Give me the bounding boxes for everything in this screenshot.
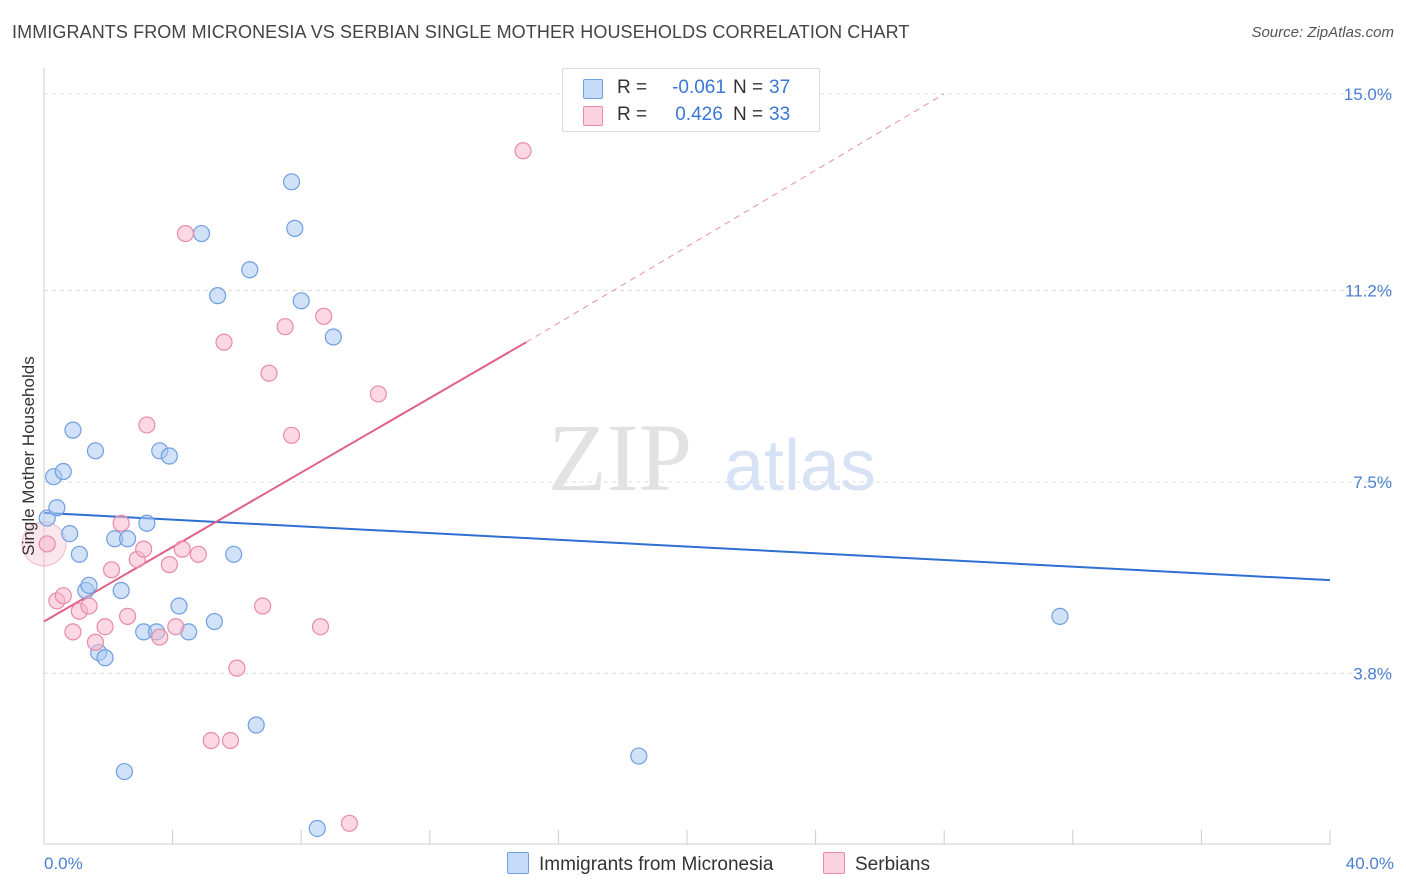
point-serbian — [369, 385, 387, 403]
legend-label-micronesia: Immigrants from Micronesia — [539, 854, 774, 875]
point-micronesia — [308, 819, 326, 838]
point-micronesia — [241, 261, 259, 279]
point-micronesia — [112, 581, 130, 600]
point-serbian — [102, 561, 121, 579]
point-micronesia — [282, 173, 301, 191]
point-serbian — [254, 597, 272, 615]
point-serbian — [96, 618, 114, 636]
legend-r-label: R = — [617, 104, 648, 125]
point-serbian — [282, 426, 301, 444]
point-serbian — [86, 633, 105, 651]
legend-n-value: 33 — [769, 104, 791, 125]
y-axis-label: Single Mother Households — [19, 356, 38, 555]
source-label: Source: ZipAtlas.com — [1251, 24, 1394, 41]
axes — [43, 68, 1331, 845]
point-micronesia — [115, 762, 133, 781]
point-micronesia — [1051, 607, 1069, 625]
grid-lines — [44, 93, 1392, 674]
point-micronesia — [630, 747, 648, 765]
point-micronesia — [48, 499, 66, 517]
point-serbian — [202, 731, 220, 750]
point-serbian — [118, 607, 137, 625]
legend-swatch-pink — [583, 106, 603, 126]
x-tick-label: 40.0% — [1346, 854, 1394, 873]
trend-lines — [43, 93, 1331, 623]
legend-label-serbians: Serbians — [855, 854, 930, 875]
point-micronesia — [64, 421, 82, 439]
point-micronesia — [80, 576, 98, 594]
legend-item-serbians: Serbians — [823, 852, 930, 876]
point-serbian — [189, 545, 207, 563]
point-micronesia — [209, 287, 227, 305]
y-tick-label: 11.2% — [1345, 281, 1392, 300]
point-micronesia — [205, 612, 223, 631]
point-serbian — [64, 623, 82, 641]
legend-swatch-pink — [823, 852, 845, 874]
point-micronesia — [247, 716, 265, 734]
point-micronesia — [61, 524, 79, 543]
watermark-zip: ZIP — [548, 404, 692, 511]
legend-r-value: 0.426 — [675, 104, 723, 125]
point-micronesia — [292, 292, 310, 310]
point-serbian — [276, 318, 294, 336]
trend-line-serbians — [43, 341, 527, 623]
point-micronesia — [170, 597, 188, 615]
point-serbian — [221, 731, 240, 750]
legend-n-value: 37 — [769, 77, 791, 98]
legend-n-label: N = — [733, 77, 764, 98]
point-serbian — [38, 535, 56, 553]
point-serbian — [315, 307, 333, 325]
point-serbian — [138, 416, 156, 434]
point-micronesia — [324, 328, 342, 346]
x-tick-label: 0.0% — [44, 854, 83, 873]
chart-title: IMMIGRANTS FROM MICRONESIA VS SERBIAN SI… — [12, 22, 910, 42]
point-serbian — [215, 333, 233, 351]
trend-line-serbians-extrapolated — [525, 93, 945, 343]
point-serbian — [151, 628, 169, 646]
point-micronesia — [192, 224, 211, 243]
watermark: ZIP atlas — [548, 404, 876, 511]
legend-swatch-blue — [507, 852, 529, 874]
point-serbian — [176, 224, 195, 243]
correlation-legend: R = -0.061 N = 37 R = 0.426 N = 33 — [562, 68, 820, 132]
legend-swatch-blue — [583, 79, 603, 99]
point-serbian — [173, 540, 191, 558]
point-micronesia — [70, 545, 88, 563]
point-serbian — [80, 597, 98, 615]
point-serbian — [54, 587, 72, 605]
y-tick-label: 15.0% — [1344, 85, 1392, 104]
point-serbian — [340, 814, 359, 832]
y-tick-label: 3.8% — [1353, 664, 1392, 683]
point-micronesia — [96, 649, 114, 667]
point-serbian — [260, 364, 278, 382]
point-micronesia — [54, 462, 72, 481]
legend-item-micronesia: Immigrants from Micronesia — [507, 852, 773, 876]
point-serbian — [160, 556, 178, 574]
point-serbian — [311, 618, 330, 636]
data-points — [21, 142, 1069, 838]
legend-r-value: -0.061 — [672, 77, 726, 98]
point-serbian — [135, 540, 153, 558]
point-micronesia — [160, 447, 178, 465]
point-serbian — [228, 659, 246, 677]
point-serbian — [112, 514, 130, 532]
point-micronesia — [286, 219, 304, 237]
point-serbian — [167, 618, 185, 636]
watermark-atlas: atlas — [724, 426, 876, 506]
point-serbian — [514, 142, 532, 160]
tick-labels: 3.8% 7.5% 11.2% 15.0% 0.0% 40.0% — [44, 85, 1394, 873]
y-tick-label: 7.5% — [1353, 473, 1392, 492]
legend-r-label: R = — [617, 77, 648, 98]
point-micronesia — [138, 514, 156, 532]
trend-line-micronesia — [43, 511, 1331, 582]
point-micronesia — [225, 545, 243, 563]
legend-n-label: N = — [733, 104, 764, 125]
point-micronesia — [86, 442, 105, 460]
point-micronesia — [118, 530, 137, 548]
